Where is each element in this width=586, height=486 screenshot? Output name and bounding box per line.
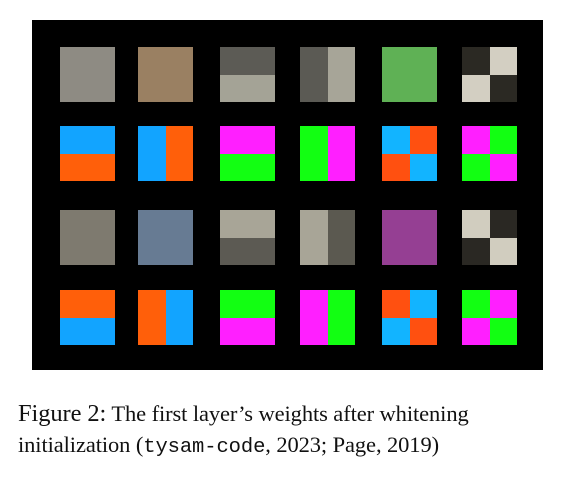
filter-cell: [409, 317, 437, 345]
weight-filter-tile: [60, 47, 115, 102]
filter-cell: [220, 126, 275, 154]
filter-cell: [220, 210, 275, 238]
filter-cell: [382, 317, 410, 345]
filter-cell: [300, 210, 328, 265]
filter-cell: [60, 47, 115, 102]
weight-filter-tile: [300, 210, 355, 265]
figure-label: Figure 2:: [18, 400, 107, 427]
filter-cell: [138, 126, 166, 181]
weight-filter-tile: [300, 47, 355, 102]
filter-cell: [489, 237, 517, 265]
caption-text-end: , 2023; Page, 2019): [265, 432, 439, 457]
filter-cell: [382, 126, 410, 154]
filter-cell: [138, 290, 166, 345]
caption-line-1: Figure 2: The first layer’s weights afte…: [18, 398, 578, 429]
filter-cell: [382, 47, 437, 102]
filter-cell: [489, 290, 517, 318]
filter-cell: [60, 210, 115, 265]
weight-filter-tile: [138, 290, 193, 345]
weight-filter-tile: [60, 290, 115, 345]
weight-filter-tile: [220, 126, 275, 181]
filter-cell: [462, 153, 490, 181]
weight-filter-tile: [382, 47, 437, 102]
filter-cell: [462, 126, 490, 154]
weight-filter-tile: [138, 47, 193, 102]
filter-cell: [165, 126, 193, 181]
caption-line-2: initialization (tysam-code, 2023; Page, …: [18, 429, 578, 463]
filter-cell: [462, 47, 490, 75]
weight-filter-tile: [138, 126, 193, 181]
filter-cell: [60, 153, 115, 181]
filter-cell: [60, 317, 115, 345]
filter-cell: [409, 126, 437, 154]
filter-cell: [489, 74, 517, 102]
weight-filter-tile: [462, 47, 517, 102]
filter-cell: [220, 153, 275, 181]
filter-cell: [327, 290, 355, 345]
figure-caption: Figure 2: The first layer’s weights afte…: [18, 398, 578, 463]
weight-filter-tile: [382, 290, 437, 345]
filter-cell: [327, 126, 355, 181]
filter-cell: [489, 153, 517, 181]
filter-cell: [489, 47, 517, 75]
filter-cell: [382, 153, 410, 181]
caption-text-start: initialization (: [18, 432, 144, 457]
filter-cell: [409, 153, 437, 181]
weights-figure: [32, 20, 543, 370]
filter-cell: [220, 317, 275, 345]
weight-filter-tile: [300, 290, 355, 345]
filter-cell: [489, 210, 517, 238]
filter-cell: [489, 317, 517, 345]
weight-filter-tile: [462, 290, 517, 345]
weight-filter-tile: [382, 126, 437, 181]
filter-cell: [409, 290, 437, 318]
filter-cell: [382, 210, 437, 265]
filter-cell: [165, 290, 193, 345]
filter-cell: [462, 74, 490, 102]
filter-cell: [138, 47, 193, 102]
filter-cell: [220, 47, 275, 75]
filter-cell: [462, 237, 490, 265]
filter-cell: [300, 290, 328, 345]
filter-cell: [382, 290, 410, 318]
filter-cell: [489, 126, 517, 154]
filter-cell: [462, 210, 490, 238]
filter-cell: [300, 47, 328, 102]
filter-cell: [138, 210, 193, 265]
weight-filter-tile: [60, 210, 115, 265]
filter-cell: [60, 126, 115, 154]
filter-cell: [327, 210, 355, 265]
filter-cell: [220, 74, 275, 102]
filter-cell: [327, 47, 355, 102]
filter-cell: [462, 317, 490, 345]
filter-cell: [462, 290, 490, 318]
citation-code: tysam-code: [143, 436, 266, 459]
weight-filter-tile: [220, 290, 275, 345]
weight-filter-tile: [60, 126, 115, 181]
weight-filter-tile: [382, 210, 437, 265]
weight-filter-tile: [138, 210, 193, 265]
filter-cell: [300, 126, 328, 181]
weight-filter-tile: [220, 210, 275, 265]
weight-filter-tile: [220, 47, 275, 102]
weight-filter-tile: [300, 126, 355, 181]
weight-filter-tile: [462, 210, 517, 265]
filter-cell: [220, 290, 275, 318]
filter-cell: [220, 237, 275, 265]
weight-filter-tile: [462, 126, 517, 181]
caption-text: The first layer’s weights after whitenin…: [111, 401, 469, 426]
filter-cell: [60, 290, 115, 318]
